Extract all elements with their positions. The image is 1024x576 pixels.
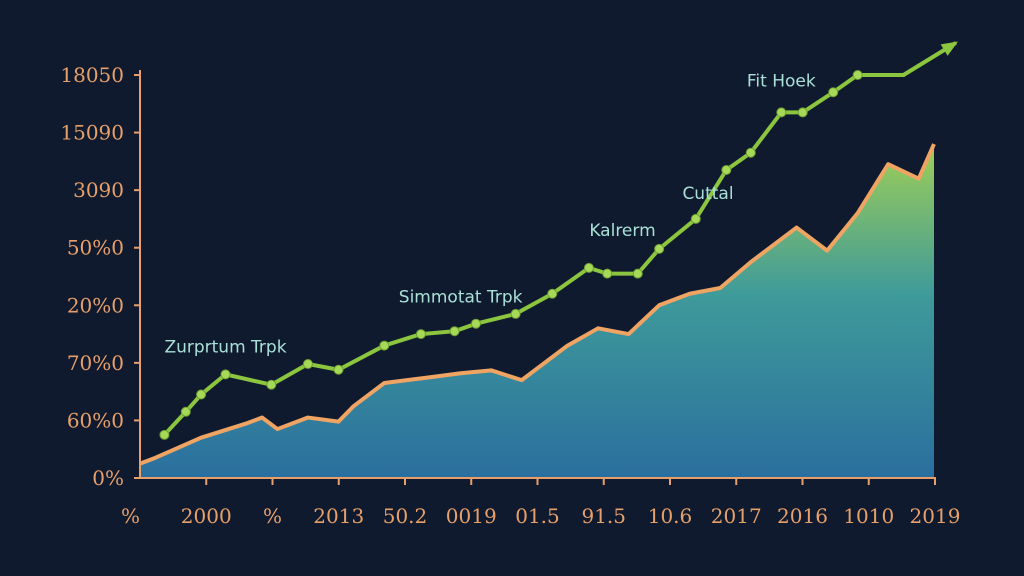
x-tick-label: 50.2 bbox=[383, 504, 428, 528]
y-tick-label: 15090 bbox=[60, 121, 124, 145]
trend-point bbox=[721, 164, 732, 175]
annotation-label: Simmotat Trpk bbox=[399, 287, 523, 307]
trend-point bbox=[690, 213, 701, 224]
trend-point bbox=[266, 379, 277, 390]
trend-point bbox=[602, 268, 613, 279]
x-tick-label: % bbox=[121, 504, 140, 528]
x-tick-label: 2017 bbox=[711, 504, 762, 528]
trend-point bbox=[583, 262, 594, 273]
y-tick-label: 50%0 bbox=[67, 236, 124, 260]
y-tick-label: 20%0 bbox=[67, 293, 124, 317]
area-fill bbox=[140, 144, 934, 479]
trend-point bbox=[470, 318, 481, 329]
x-tick-label: 91.5 bbox=[581, 504, 626, 528]
x-tick-label: 2013 bbox=[313, 504, 364, 528]
trend-point bbox=[510, 308, 521, 319]
trend-arrow-head bbox=[940, 41, 959, 56]
y-tick-label: 60%0 bbox=[67, 408, 124, 432]
trend-point bbox=[852, 70, 863, 80]
axis-layer: 18050 15090 3090 50%0 20%0 70%0 60%0 0%% 2000% 20… bbox=[60, 63, 960, 528]
annotation-label: Kalrerm bbox=[589, 221, 655, 241]
x-tick-label: 0019 bbox=[446, 504, 497, 528]
trend-point bbox=[745, 147, 756, 158]
trend-point bbox=[333, 364, 344, 375]
trend-point bbox=[654, 243, 665, 254]
x-tick-label: 2019 bbox=[910, 504, 961, 528]
annotation-label: Fit Hoek bbox=[747, 72, 816, 92]
area-layer bbox=[139, 143, 936, 479]
trend-point bbox=[196, 389, 207, 400]
x-tick-label: 2000 bbox=[181, 504, 232, 528]
x-tick-label: % bbox=[263, 504, 282, 528]
label-layer: Zurprtum Trpk Simmotat Trpk Kalrerm Cuttal F… bbox=[164, 72, 815, 358]
trend-point bbox=[632, 268, 643, 279]
annotation-label: Zurprtum Trpk bbox=[164, 337, 286, 357]
trend-point bbox=[415, 329, 426, 340]
x-tick-label: 2016 bbox=[777, 504, 828, 528]
y-tick-label: 3090 bbox=[73, 178, 124, 202]
trend-point bbox=[220, 369, 231, 380]
line-layer bbox=[159, 41, 959, 440]
x-tick-label: 1010 bbox=[843, 504, 894, 528]
annotation-label: Cuttal bbox=[682, 184, 733, 204]
x-tick-label: 10.6 bbox=[648, 504, 693, 528]
trend-point bbox=[302, 359, 313, 370]
area-outline bbox=[139, 143, 936, 466]
trend-point bbox=[449, 326, 460, 337]
y-tick-label: 70%0 bbox=[67, 351, 124, 375]
trend-point bbox=[797, 107, 808, 118]
x-tick-label: 01.5 bbox=[515, 504, 560, 528]
trend-point bbox=[379, 340, 390, 351]
trend-point bbox=[159, 429, 170, 440]
trend-point bbox=[180, 406, 191, 417]
y-tick-label: 0% bbox=[92, 466, 124, 490]
trend-point bbox=[776, 107, 787, 118]
y-tick-label: 18050 bbox=[60, 63, 124, 87]
trend-point bbox=[547, 288, 558, 299]
trend-point bbox=[828, 87, 839, 98]
